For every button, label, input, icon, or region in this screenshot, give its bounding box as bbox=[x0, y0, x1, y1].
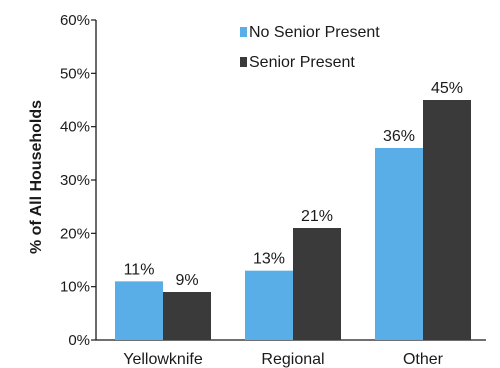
bar-data-label: 45% bbox=[431, 80, 463, 97]
bar bbox=[423, 100, 471, 340]
bars bbox=[115, 100, 471, 340]
data-labels: 11% 9% 13% 21% 36% 45% bbox=[124, 80, 463, 289]
category-label: Other bbox=[403, 351, 444, 368]
y-tick-label: 10% bbox=[60, 279, 90, 296]
bar-data-label: 21% bbox=[301, 208, 333, 225]
bar-data-label: 9% bbox=[175, 272, 198, 289]
y-tick-label: 30% bbox=[60, 172, 90, 189]
bar-data-label: 36% bbox=[383, 128, 415, 145]
y-tick-label: 20% bbox=[60, 225, 90, 242]
category-label: Yellowknife bbox=[123, 351, 203, 368]
bar bbox=[293, 228, 341, 340]
legend-label: Senior Present bbox=[249, 54, 355, 71]
bar bbox=[115, 281, 163, 340]
bar-data-label: 13% bbox=[253, 251, 285, 268]
legend-label: No Senior Present bbox=[249, 24, 380, 41]
y-axis-ticks: 0% 10% 20% 30% 40% 50% 60% bbox=[60, 12, 96, 349]
y-axis-title: % of All Households bbox=[28, 100, 45, 254]
bar-data-label: 11% bbox=[124, 261, 155, 278]
bar bbox=[163, 292, 211, 340]
category-labels: Yellowknife Regional Other bbox=[123, 351, 443, 368]
legend-swatch bbox=[240, 57, 247, 67]
bar bbox=[245, 270, 293, 340]
y-tick-label: 40% bbox=[60, 119, 90, 136]
y-tick-label: 50% bbox=[60, 65, 90, 82]
y-tick-label: 0% bbox=[68, 332, 90, 349]
y-tick-label: 60% bbox=[60, 12, 90, 29]
legend-swatch bbox=[240, 27, 247, 37]
bar bbox=[375, 148, 423, 340]
category-label: Regional bbox=[261, 351, 324, 368]
legend: No Senior Present Senior Present bbox=[240, 24, 380, 71]
y-axis-title-group: % of All Households bbox=[28, 100, 45, 254]
